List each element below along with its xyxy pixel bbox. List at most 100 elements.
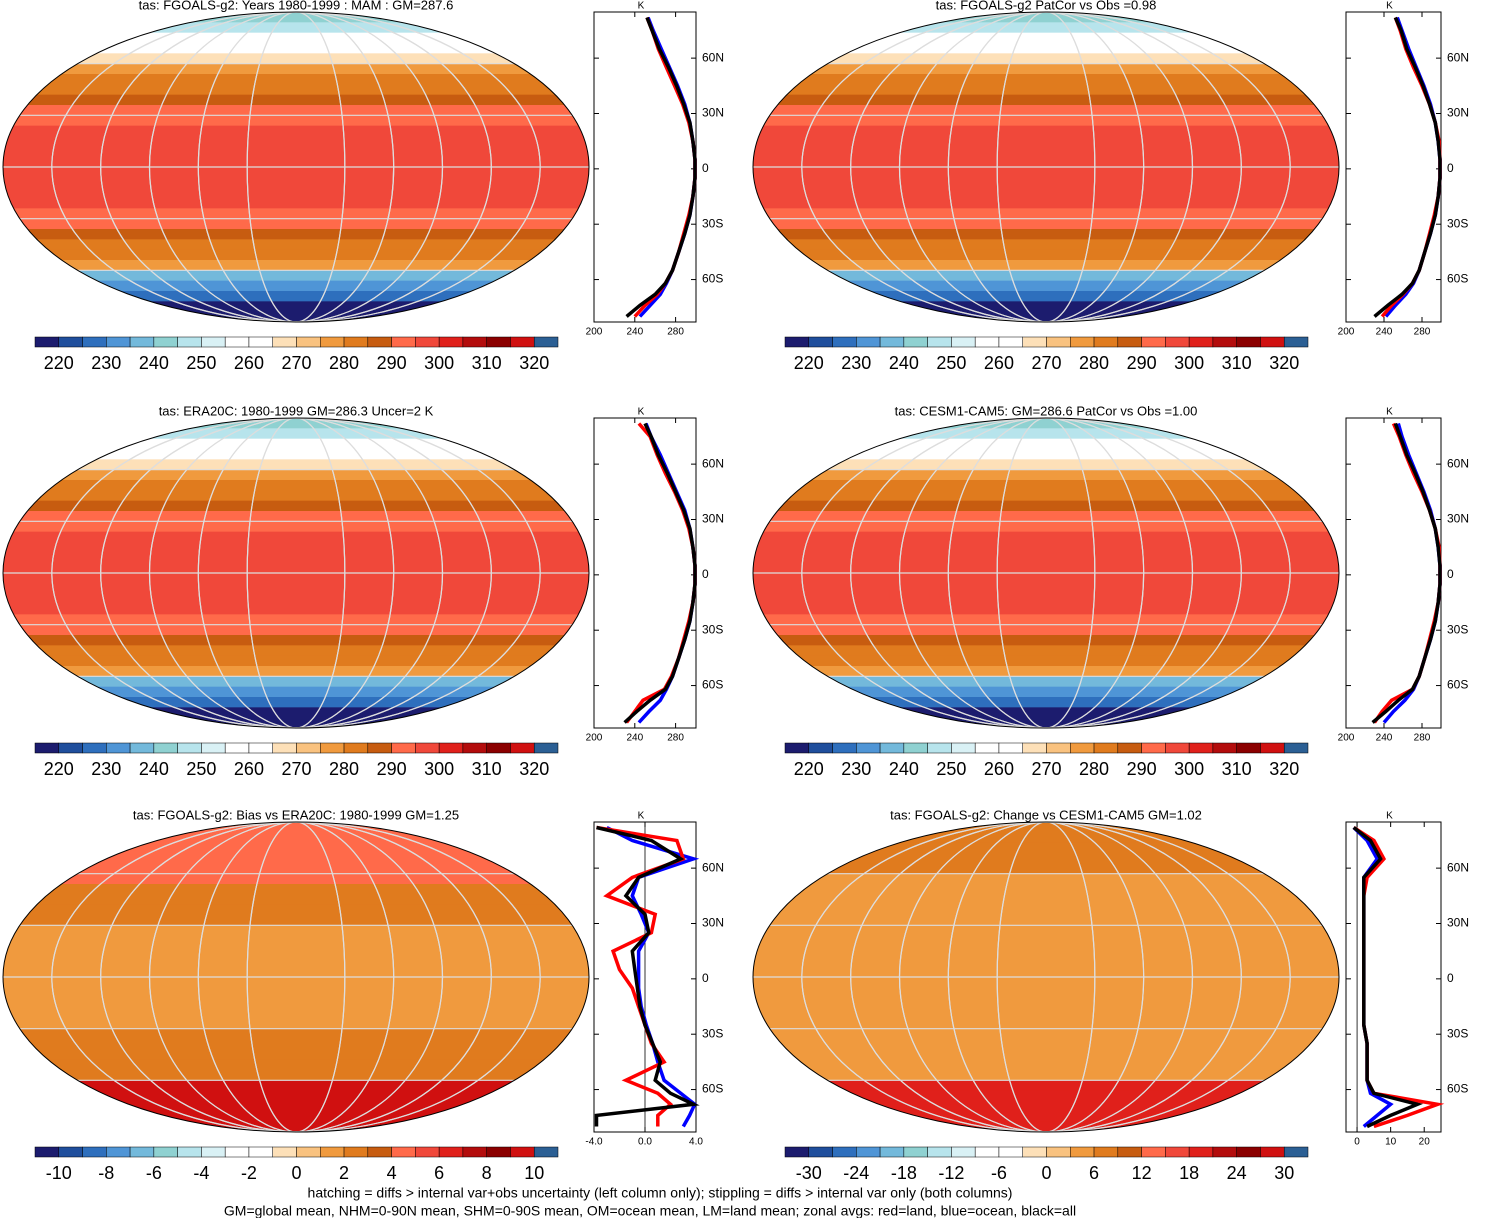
map-band [753, 428, 1339, 440]
map-band [3, 43, 589, 54]
map-band [3, 291, 589, 302]
map-band [3, 604, 589, 615]
map-band [3, 686, 589, 698]
map-band [753, 12, 1339, 23]
colorbar-label: -10 [46, 1163, 72, 1183]
colorbar-box [974, 336, 1000, 348]
colorbar-label: 230 [841, 353, 871, 373]
colorbar-box [34, 1146, 60, 1158]
map-band [3, 1059, 589, 1071]
map-band [3, 459, 589, 471]
colorbar-box [248, 1146, 273, 1158]
colorbar-box [1022, 742, 1047, 754]
map-band [3, 177, 589, 189]
map-band [753, 676, 1339, 688]
lines [1373, 16, 1442, 318]
colorbar-label: 280 [1079, 759, 1109, 779]
colorbar-box [927, 1146, 952, 1158]
map-title: tas: CESM1-CAM5: GM=286.6 PatCor vs Obs … [895, 403, 1198, 418]
colorbar-box [927, 742, 952, 754]
map-band [3, 987, 589, 999]
map-band [753, 511, 1339, 522]
colorbar-box [415, 742, 440, 754]
map-band [753, 956, 1339, 968]
colorbar-box [224, 742, 250, 754]
map-band [753, 1039, 1339, 1050]
colorbar-box [1188, 1146, 1214, 1158]
map-band [3, 187, 589, 199]
colorbar-box [1188, 742, 1214, 754]
x-tick-label: 200 [1338, 327, 1355, 338]
map-band [753, 480, 1339, 491]
map-band [3, 853, 589, 864]
map-band [753, 1049, 1339, 1061]
map-band [3, 511, 589, 522]
map-band [3, 428, 589, 440]
x-tick-label: 280 [667, 327, 684, 338]
map-band [753, 573, 1339, 584]
x-tick-label: 200 [586, 327, 603, 338]
colorbar-box [903, 336, 928, 348]
colorbar-box [224, 336, 250, 348]
x-tick-label: 4.0 [689, 1137, 703, 1148]
lines [1352, 826, 1445, 1129]
lines [625, 16, 697, 318]
colorbar-box [951, 336, 976, 348]
y-tick-label: 0 [702, 161, 709, 175]
y-tick-label: 0 [1447, 971, 1454, 985]
colorbar-box [808, 336, 833, 348]
map-band [753, 301, 1339, 313]
map-band [3, 717, 589, 728]
colorbar-label: 250 [936, 759, 966, 779]
map-band [753, 1059, 1339, 1071]
map-band [3, 136, 589, 147]
map-band [3, 490, 589, 502]
y-tick-label: 30N [1447, 916, 1469, 930]
map-band [753, 270, 1339, 282]
colorbar-box [533, 1146, 559, 1158]
colorbar-box [153, 1146, 178, 1158]
colorbar-label: 260 [984, 353, 1014, 373]
lines [623, 422, 697, 724]
colorbar-label: 310 [472, 353, 502, 373]
colorbar-box [343, 336, 369, 348]
colorbar-box [832, 336, 857, 348]
colorbar-box [1117, 336, 1142, 348]
map-band [3, 822, 589, 833]
map-outline [2, 417, 590, 729]
unit-label: K [1386, 811, 1393, 822]
colorbar-label: -4 [193, 1163, 209, 1183]
map-band [3, 676, 589, 688]
colorbar-box [510, 336, 535, 348]
colorbar-box [486, 1146, 511, 1158]
colorbar-box [1212, 742, 1237, 754]
colorbar-box [367, 336, 392, 348]
map-band [753, 187, 1339, 199]
colorbar-label: 230 [91, 353, 121, 373]
colorbar-box [82, 336, 107, 348]
x-tick-label: 280 [667, 733, 684, 744]
colorbar-label: 320 [1269, 759, 1299, 779]
map-band [753, 946, 1339, 957]
map-band [3, 22, 589, 34]
x-tick-label: 280 [1414, 733, 1431, 744]
y-tick-label: 0 [702, 971, 709, 985]
map-band [753, 177, 1339, 189]
colorbar-box [1141, 336, 1166, 348]
colorbar-box [343, 1146, 369, 1158]
y-tick-label: 60N [1447, 50, 1469, 64]
y-tick-label: 0 [1447, 161, 1454, 175]
y-tick-label: 0 [1447, 567, 1454, 581]
colorbar-box [1141, 1146, 1166, 1158]
map-band [3, 956, 589, 968]
zonal-line [623, 422, 697, 724]
colorbar-box [1046, 336, 1071, 348]
zonal-line [596, 825, 686, 1127]
colorbar-box [784, 1146, 810, 1158]
colorbar-label: 8 [482, 1163, 492, 1183]
colorbar-box [438, 1146, 464, 1158]
colorbar-box [272, 1146, 297, 1158]
map-band [3, 935, 589, 947]
colorbar-box [58, 1146, 83, 1158]
